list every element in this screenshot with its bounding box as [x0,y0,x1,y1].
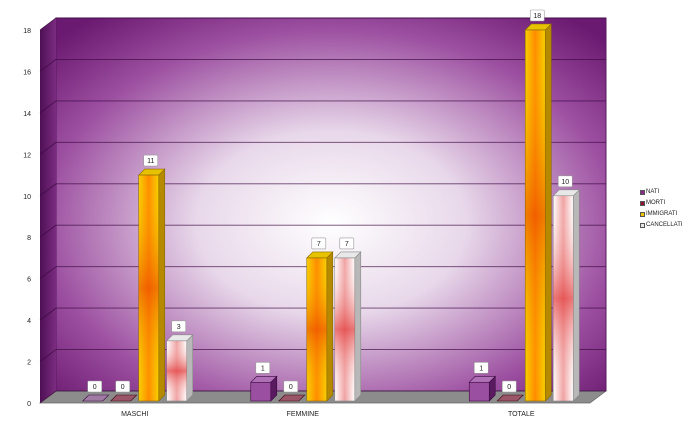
bar-morti-femmine: 0 [278,380,306,402]
legend-swatch-nati [640,190,645,195]
gridline [39,307,606,321]
bar-side [186,334,194,402]
y-tick-label: 8 [27,235,31,242]
gridline [39,58,606,72]
value-label: 1 [479,365,483,372]
value-label: 0 [289,384,293,391]
bar-morti-totale: 0 [496,380,524,402]
value-label-box [255,361,271,374]
y-tick-label: 0 [27,401,31,408]
legend-item-morti: MORTI [640,198,683,209]
gridline [39,100,606,114]
value-label: 11 [147,158,154,165]
bar-nati-totale: 1 [468,361,496,402]
legend-item-nati: NATI [640,187,683,198]
legend-label-nati: NATI [646,189,660,195]
value-label-box [115,380,131,393]
legend: NATI MORTI IMMIGRATI CANCELLATI [640,187,683,231]
value-label-box [311,237,327,250]
bar-zero [496,394,524,402]
bar-shade [138,175,159,401]
y-tick-label: 6 [27,277,31,284]
bar-front [468,381,490,402]
bar-nati-maschi: 0 [81,380,110,402]
value-label-box [473,361,489,374]
bar-immigrati-totale: 18 [524,9,552,402]
gridline [39,390,606,404]
bar-immigrati-maschi: 11 [137,154,166,402]
value-label: 0 [507,384,511,391]
value-label-box [171,320,187,333]
bar-zero [81,394,110,402]
bar-shade [525,30,546,401]
y-tick-label: 4 [27,318,31,325]
bar-immigrati-femmine: 7 [306,237,334,402]
side-wall [40,18,56,403]
legend-label-morti: MORTI [646,200,666,206]
bar-shade [306,257,327,401]
legend-label-immigrati: IMMIGRATI [646,211,678,217]
value-label-box [501,380,517,393]
legend-label-cancellati: CANCELLATI [646,222,683,228]
y-tick-label: 2 [27,360,31,367]
value-label: 0 [93,384,97,391]
bar-side [544,23,552,402]
value-label: 3 [177,324,181,331]
gridline [39,349,606,362]
legend-item-cancellati: CANCELLATI [640,220,683,231]
bar-zero [109,394,138,402]
bar-side [572,189,580,402]
bar-cancellati-maschi: 3 [165,320,194,402]
bar-front [250,381,272,402]
bar-shade [334,257,355,401]
y-tick-label: 18 [23,28,31,35]
value-label: 10 [561,179,569,186]
value-label-box [87,380,103,393]
gridline [39,224,606,238]
y-tick-label: 12 [23,152,31,159]
bar-cancellati-totale: 10 [552,175,580,402]
gridline [39,141,606,155]
value-label-box [283,380,299,393]
x-tick-label: FEMMINE [287,411,320,418]
value-label: 7 [317,241,321,248]
bar-side [326,251,334,402]
bar-zero [278,394,306,402]
value-label-box [143,154,159,167]
legend-swatch-cancellati [640,223,645,228]
x-tick-label: TOTALE [508,411,535,418]
gridline [39,266,606,280]
x-tick-label: MASCHI [121,411,148,418]
value-label: 1 [261,365,265,372]
y-tick-label: 14 [23,111,31,118]
bar-side [354,251,362,402]
bar-cancellati-femmine: 7 [334,237,362,402]
y-tick-label: 16 [23,69,31,76]
value-label-box [557,175,573,188]
legend-item-immigrati: IMMIGRATI [640,209,683,220]
bar-shade [553,195,574,401]
value-label-box [339,237,355,250]
legend-swatch-morti [640,201,645,206]
value-label-box [529,9,545,22]
value-label: 7 [345,241,349,248]
bar-side [158,168,166,402]
gridline [39,17,606,31]
value-label: 0 [121,384,125,391]
bar-shade [166,340,187,401]
value-label: 18 [533,13,541,20]
legend-swatch-immigrati [640,212,645,217]
y-tick-label: 10 [23,194,31,201]
gridline [39,183,606,197]
bar-nati-femmine: 1 [250,361,278,402]
bar-morti-maschi: 0 [109,380,138,402]
